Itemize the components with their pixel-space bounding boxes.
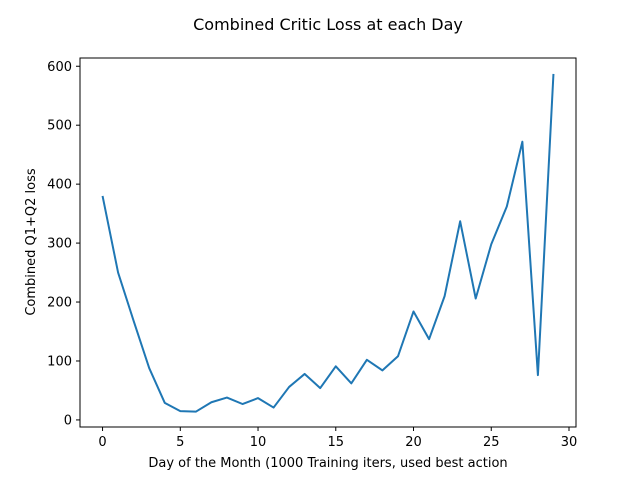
x-axis-ticks: 0 5 10 15 20 25 30 xyxy=(98,427,577,450)
x-tick-label: 20 xyxy=(405,435,422,450)
x-tick-label: 10 xyxy=(250,435,267,450)
y-tick-label: 500 xyxy=(47,119,72,134)
y-tick-label: 300 xyxy=(47,237,72,252)
y-tick-label: 200 xyxy=(47,296,72,311)
chart-title: Combined Critic Loss at each Day xyxy=(193,15,463,34)
x-tick-label: 30 xyxy=(561,435,578,450)
series-group xyxy=(101,73,555,413)
y-tick-label: 600 xyxy=(47,60,72,75)
x-axis-label: Day of the Month (1000 Training iters, u… xyxy=(148,456,507,471)
x-tick-label: 25 xyxy=(483,435,500,450)
plot-area: 0 5 10 15 20 25 30 0 100 200 300 400 500 600 xyxy=(47,57,577,450)
y-tick-label: 0 xyxy=(64,413,72,428)
x-tick-label: 0 xyxy=(98,435,106,450)
series-line xyxy=(101,73,555,413)
axes-frame xyxy=(79,57,577,428)
x-tick-label: 5 xyxy=(176,435,184,450)
y-tick-label: 400 xyxy=(47,178,72,193)
x-tick-label: 15 xyxy=(328,435,345,450)
y-axis-ticks: 0 100 200 300 400 500 600 xyxy=(47,60,80,428)
y-axis-label: Combined Q1+Q2 loss xyxy=(24,168,39,316)
y-tick-label: 100 xyxy=(47,354,72,369)
